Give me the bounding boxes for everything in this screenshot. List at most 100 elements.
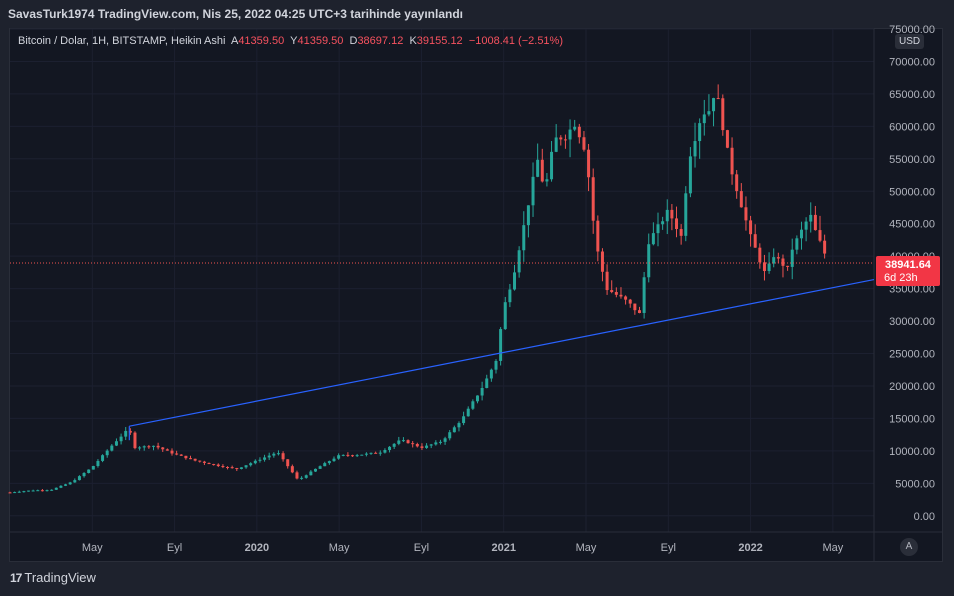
candle-body [96, 460, 100, 467]
time-tick-label: Eyl [661, 542, 676, 554]
candle-body [165, 449, 169, 451]
candle-body [633, 303, 637, 311]
candle-body [605, 271, 609, 291]
candle-body [813, 214, 817, 231]
candle-body [235, 468, 239, 470]
candle-body [230, 467, 234, 469]
chart-legend: Bitcoin / Dolar, 1H, BITSTAMP, Heikin As… [18, 35, 563, 47]
candle-body [462, 416, 466, 424]
candle-body [156, 445, 160, 448]
candle-body [360, 454, 364, 456]
candle-body [253, 460, 257, 464]
candle-body [346, 454, 350, 456]
candle-body [517, 250, 521, 273]
candle-body [40, 490, 44, 492]
high-label: Y [290, 35, 298, 47]
candle-body [725, 130, 729, 148]
candle-body [323, 463, 327, 467]
candle-body [480, 387, 484, 396]
candle-body [735, 174, 739, 192]
candle-body [786, 265, 790, 267]
candle-body [448, 432, 452, 439]
candle-body [189, 458, 193, 460]
candle-body [13, 492, 17, 494]
candle-body [670, 209, 674, 219]
candle-body [133, 432, 137, 449]
candle-body [216, 464, 220, 467]
candle-body [138, 447, 142, 449]
candle-body [730, 147, 734, 175]
candle-body [596, 220, 600, 252]
price-tick-label: 50000.00 [889, 186, 935, 198]
candle-body [388, 446, 392, 451]
candle-body [124, 430, 128, 437]
candle-body [721, 98, 725, 131]
time-tick-label: 2022 [738, 542, 762, 554]
candle-body [707, 111, 711, 115]
candle-body [249, 463, 253, 466]
candle-body [351, 455, 355, 457]
candle-body [17, 491, 21, 493]
candle-body [624, 296, 628, 300]
candle-body [374, 452, 378, 454]
candle-body [688, 156, 692, 194]
time-tick-label: 2020 [245, 542, 269, 554]
price-tick-label: 45000.00 [889, 219, 935, 231]
symbol-title[interactable]: Bitcoin / Dolar, 1H, BITSTAMP, Heikin As… [18, 35, 226, 47]
candle-body [767, 263, 771, 272]
candle-body [161, 447, 165, 450]
close-value: 39155.12 [416, 35, 463, 47]
auto-scale-button[interactable]: A [900, 538, 918, 556]
candle-body [226, 466, 230, 468]
candle-body [68, 482, 72, 485]
candle-body [105, 450, 109, 456]
candle-body [110, 445, 114, 451]
candle-body [550, 151, 554, 180]
candle-body [749, 220, 753, 235]
candle-body [698, 123, 702, 142]
candle-body [364, 453, 368, 455]
candle-body [823, 240, 827, 254]
trend-line [129, 278, 875, 427]
candle-body [114, 441, 118, 446]
chart-frame[interactable] [9, 28, 943, 562]
candle-body [337, 455, 341, 459]
close-label: K [409, 35, 417, 47]
time-tick-label: 2021 [491, 542, 515, 554]
candle-body [647, 244, 651, 278]
candle-body [179, 454, 183, 456]
candle-body [82, 472, 86, 477]
price-tick-label: 25000.00 [889, 349, 935, 361]
price-chart[interactable]: 75000.00 70000.00 65000.00 60000.00 55000.00… [0, 0, 954, 562]
candle-body [642, 277, 646, 313]
candle-body [762, 262, 766, 272]
currency-button[interactable]: USD [895, 34, 925, 49]
candle-body [309, 471, 313, 476]
low-label: D [349, 35, 358, 47]
candle-body [281, 453, 285, 460]
candle-body [31, 490, 35, 492]
candle-body [420, 446, 424, 448]
candle-body [531, 176, 535, 206]
candle-body [457, 423, 461, 428]
candle-body [559, 137, 563, 140]
candle-body [45, 490, 49, 492]
candle-body [101, 455, 105, 461]
candle-body [573, 126, 577, 130]
candle-body [577, 126, 581, 138]
candle-body [50, 489, 54, 491]
candle-body [656, 224, 660, 234]
candle-body [212, 464, 216, 466]
candle-body [397, 440, 401, 444]
candle-body [675, 218, 679, 230]
candle-body [489, 369, 493, 379]
candle-body [753, 234, 757, 248]
time-tick-label: May [82, 542, 103, 554]
candle-body [59, 485, 63, 488]
footer-brand[interactable]: 17 TradingView [10, 570, 96, 585]
price-tick-label: 0.00 [914, 511, 935, 523]
time-tick-label: May [576, 542, 597, 554]
candle-body [568, 129, 572, 140]
publish-info: SavasTurk1974 TradingView.com, Nis 25, 2… [8, 7, 463, 21]
candle-body [341, 454, 345, 456]
